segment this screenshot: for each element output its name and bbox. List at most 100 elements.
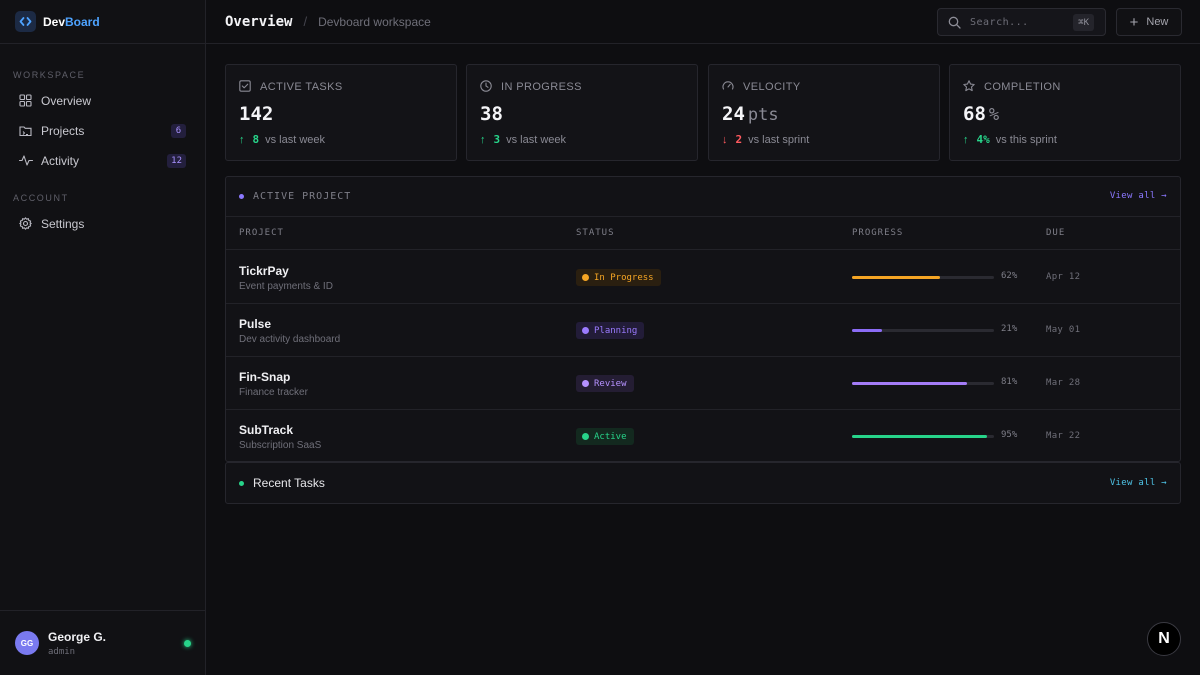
stat-delta-text: vs this sprint xyxy=(995,133,1057,146)
gauge-icon xyxy=(722,80,735,93)
status-label: Review xyxy=(594,378,627,389)
avatar: GG xyxy=(15,631,39,655)
code-icon xyxy=(15,11,36,32)
sidebar-item-settings[interactable]: Settings xyxy=(13,211,193,237)
stat-card-in-progress[interactable]: IN PROGRESS 38 ↑ 3 vs last week xyxy=(466,64,698,161)
status-badge: Review xyxy=(576,375,634,392)
arrow-down-icon: ↓ xyxy=(722,133,728,146)
column-header[interactable]: DUE xyxy=(1046,228,1066,238)
active-projects-panel: ACTIVE PROJECT View all → PROJECT STATUS… xyxy=(225,176,1181,462)
due-date: Mar 28 xyxy=(1046,378,1081,388)
user-name: George G. xyxy=(48,629,107,644)
status-badge: Active xyxy=(576,428,634,445)
arrow-up-icon: ↑ xyxy=(963,133,969,146)
progress-bar xyxy=(852,435,994,438)
online-status-indicator xyxy=(184,640,191,647)
count-badge: 12 xyxy=(167,154,186,168)
sidebar: DevBoard WORKSPACE Overview Projects 6 A… xyxy=(0,0,206,675)
recent-tasks-panel[interactable]: Recent Tasks View all → xyxy=(225,462,1181,504)
stat-delta: 8 xyxy=(252,133,260,146)
stat-delta-text: vs last sprint xyxy=(748,133,810,146)
search-input[interactable]: Search... ⌘K xyxy=(937,8,1106,36)
grid-icon xyxy=(19,94,33,108)
column-header[interactable]: PROGRESS xyxy=(852,228,904,238)
due-date: May 01 xyxy=(1046,325,1081,335)
new-button-label: New xyxy=(1146,16,1169,28)
stat-value: 38 xyxy=(480,103,503,125)
stat-delta: 3 xyxy=(493,133,501,146)
sidebar-item-label: Projects xyxy=(41,124,85,138)
due-date: Apr 12 xyxy=(1046,272,1081,282)
stat-card-active-tasks[interactable]: ACTIVE TASKS 142 ↑ 8 vs last week xyxy=(225,64,457,161)
user-info: George G. admin xyxy=(48,630,106,657)
progress-percent: 21% xyxy=(1001,324,1018,334)
column-header[interactable]: STATUS xyxy=(576,228,615,238)
status-label: In Progress xyxy=(594,272,654,283)
stat-label: COMPLETION xyxy=(984,80,1061,93)
panel-header: ACTIVE PROJECT View all → xyxy=(226,177,1180,217)
status-badge: In Progress xyxy=(576,269,661,286)
arrow-up-icon: ↑ xyxy=(239,133,245,146)
user-role: admin xyxy=(48,646,76,657)
project-name: Fin-Snap xyxy=(239,370,291,384)
project-description: Event payments & ID xyxy=(239,281,333,292)
stat-value: 68% xyxy=(963,103,1000,125)
project-name: TickrPay xyxy=(239,264,289,278)
search-placeholder: Search... xyxy=(970,16,1029,28)
user-profile[interactable]: GG George G. admin xyxy=(0,610,206,675)
stat-value: 142 xyxy=(239,103,274,125)
column-header[interactable]: PROJECT xyxy=(239,228,284,238)
progress-bar-fill xyxy=(852,276,941,279)
status-dot-icon xyxy=(582,433,589,440)
stat-card-completion[interactable]: COMPLETION 68% ↑ 4% vs this sprint xyxy=(949,64,1181,161)
status-badge: Planning xyxy=(576,322,645,339)
project-description: Dev activity dashboard xyxy=(239,334,341,345)
status-label: Active xyxy=(594,431,627,442)
stat-delta-text: vs last week xyxy=(506,133,567,146)
view-all-link[interactable]: View all → xyxy=(1109,478,1167,488)
table-row[interactable]: SubTrack Subscription SaaS Active 95% Mar 22 xyxy=(226,410,1180,463)
page-title: Overview xyxy=(225,13,293,30)
panel-dot-icon xyxy=(239,480,244,486)
stat-delta: 4% xyxy=(976,133,990,146)
breadcrumb-separator: / xyxy=(303,14,308,29)
progress-bar-fill xyxy=(852,382,968,385)
project-description: Subscription SaaS xyxy=(239,440,322,451)
next-logo-button[interactable]: N xyxy=(1147,622,1181,656)
clock-icon xyxy=(480,80,493,93)
sidebar-item-label: Settings xyxy=(41,217,85,231)
progress-percent: 81% xyxy=(1001,377,1018,387)
stat-card-velocity[interactable]: VELOCITY 24 pts ↓ 2 vs last sprint xyxy=(708,64,940,161)
stat-delta: 2 xyxy=(735,133,743,146)
star-icon xyxy=(963,80,976,93)
due-date: Mar 22 xyxy=(1046,431,1081,441)
panel-title: ACTIVE PROJECT xyxy=(253,191,352,202)
stat-label: IN PROGRESS xyxy=(501,80,582,93)
table-row[interactable]: TickrPay Event payments & ID In Progress 62… xyxy=(226,251,1180,304)
brand[interactable]: DevBoard xyxy=(0,0,205,44)
status-dot-icon xyxy=(582,380,589,387)
new-button[interactable]: + New xyxy=(1116,8,1182,36)
sidebar-item-activity[interactable]: Activity 12 xyxy=(13,148,193,174)
progress-bar xyxy=(852,382,994,385)
table-row[interactable]: Pulse Dev activity dashboard Planning 21% Ma… xyxy=(226,304,1180,357)
status-dot-icon xyxy=(582,274,589,281)
sidebar-item-overview[interactable]: Overview xyxy=(13,88,193,114)
table-row[interactable]: Fin-Snap Finance tracker Review 81% Mar 28 xyxy=(226,357,1180,410)
panel-title: Recent Tasks xyxy=(253,476,325,490)
activity-icon xyxy=(19,154,33,168)
progress-percent: 62% xyxy=(1001,271,1018,281)
plus-icon: + xyxy=(1129,13,1139,31)
gear-icon xyxy=(19,217,33,231)
sidebar-item-label: Overview xyxy=(41,94,92,108)
status-label: Planning xyxy=(594,325,638,336)
view-all-link[interactable]: View all → xyxy=(1109,191,1167,201)
breadcrumb[interactable]: Devboard workspace xyxy=(318,14,431,29)
sidebar-item-projects[interactable]: Projects 6 xyxy=(13,118,193,144)
table-header: PROJECT STATUS PROGRESS DUE xyxy=(226,217,1180,250)
arrow-up-icon: ↑ xyxy=(480,133,486,146)
project-name: SubTrack xyxy=(239,423,294,437)
stat-label: ACTIVE TASKS xyxy=(260,80,343,93)
progress-bar xyxy=(852,276,994,279)
project-name: Pulse xyxy=(239,317,272,331)
